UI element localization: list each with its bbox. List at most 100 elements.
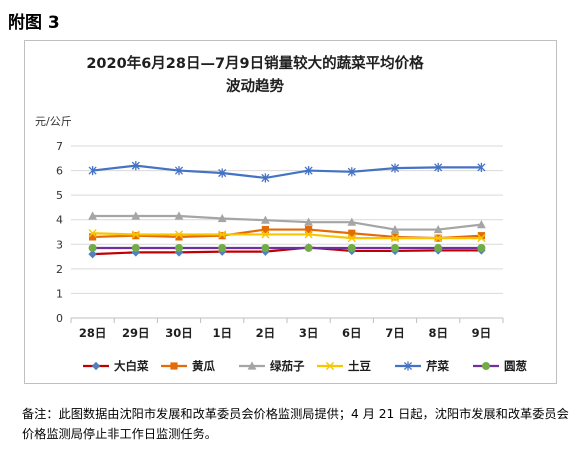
- x-tick-label: 2日: [256, 326, 276, 340]
- data-point: [261, 230, 270, 239]
- x-tick-label: 29日: [122, 326, 150, 340]
- legend-label: 圆葱: [504, 359, 527, 373]
- data-point: [131, 161, 140, 171]
- data-point-stroke: [325, 361, 335, 371]
- data-point: [88, 211, 97, 220]
- data-point: [403, 361, 413, 371]
- data-point: [477, 232, 485, 240]
- legend-item: 黄瓜: [161, 359, 215, 373]
- legend-label: 土豆: [348, 359, 371, 373]
- data-point: [391, 233, 399, 241]
- x-tick-label: 9日: [472, 326, 492, 340]
- legend-item: 圆葱: [473, 359, 527, 373]
- data-point: [261, 243, 270, 252]
- data-point-stroke: [304, 230, 313, 239]
- data-point: [131, 243, 140, 252]
- y-tick-label: 4: [56, 214, 63, 227]
- data-point: [347, 167, 356, 177]
- x-tick-label: 28日: [79, 326, 107, 340]
- legend-label: 绿茄子: [270, 359, 305, 373]
- series-line: [92, 214, 482, 231]
- legend-item: 芹菜: [395, 359, 449, 373]
- data-point: [247, 361, 257, 370]
- data-point: [434, 234, 443, 243]
- data-point: [348, 229, 356, 237]
- data-point: [482, 362, 490, 370]
- series-line: [92, 164, 482, 180]
- chart-title-line2: 波动趋势: [226, 77, 284, 95]
- data-point-stroke: [131, 230, 140, 239]
- legend-item: 土豆: [317, 359, 371, 373]
- data-point: [218, 230, 227, 239]
- data-point: [261, 173, 270, 183]
- data-point: [88, 243, 97, 252]
- data-point-stroke: [434, 234, 443, 243]
- data-point: [347, 234, 356, 243]
- y-tick-label: 7: [56, 140, 63, 153]
- series-line: [92, 232, 482, 240]
- y-axis-unit-label: 元/公斤: [35, 115, 72, 128]
- data-point: [433, 224, 443, 234]
- data-point: [390, 234, 400, 243]
- data-point-stroke: [261, 230, 270, 239]
- y-tick-label: 5: [56, 189, 63, 202]
- data-point: [477, 234, 486, 243]
- y-tick-label: 0: [56, 312, 63, 325]
- data-point: [325, 361, 335, 371]
- data-point: [304, 243, 313, 252]
- x-tick-label: 3日: [299, 326, 319, 340]
- series-绿茄子: [88, 211, 486, 234]
- data-point: [131, 211, 141, 220]
- data-point: [218, 168, 227, 178]
- series-土豆: [88, 229, 486, 243]
- x-tick-label: 30日: [165, 326, 193, 340]
- data-point: [131, 230, 140, 239]
- y-tick-label: 3: [56, 238, 63, 251]
- data-point: [304, 165, 313, 176]
- data-point: [217, 213, 227, 223]
- data-point: [477, 243, 486, 252]
- line-chart: 2020年6月28日—7月9日销量较大的蔬菜平均价格 波动趋势 元/公斤 0 1 2…: [35, 54, 527, 373]
- data-point: [170, 362, 178, 370]
- series-line: [92, 246, 482, 256]
- data-point: [91, 361, 101, 371]
- series-大白菜: [88, 243, 486, 259]
- figure-label: 附图 3: [8, 13, 60, 33]
- legend-label: 芹菜: [426, 359, 449, 373]
- data-point: [390, 163, 400, 173]
- legend-item: 绿茄子: [239, 359, 305, 373]
- footnote: 备注：此图数据由沈阳市发展和改革委员会价格监测局提供；4 月 21 日起，沈阳市…: [22, 407, 569, 441]
- data-point: [261, 215, 270, 224]
- data-point: [218, 243, 227, 252]
- legend-item: 大白菜: [83, 359, 149, 373]
- data-point: [391, 243, 399, 252]
- legend-label: 黄瓜: [192, 359, 215, 373]
- data-point: [174, 211, 184, 220]
- data-point: [174, 165, 184, 176]
- legend-label: 大白菜: [114, 359, 149, 373]
- data-point: [347, 243, 356, 252]
- y-tick-label: 2: [56, 263, 63, 276]
- data-point: [477, 162, 486, 172]
- data-point: [261, 225, 269, 234]
- data-point-stroke: [88, 229, 97, 238]
- data-point: [175, 243, 183, 252]
- y-tick-label: 6: [56, 165, 63, 178]
- series-圆葱: [88, 243, 486, 252]
- x-tick-label: 1日: [212, 326, 232, 340]
- data-point: [434, 162, 443, 172]
- data-point: [88, 229, 97, 238]
- data-point: [304, 230, 313, 239]
- data-point: [305, 225, 313, 234]
- chart-container: 2020年6月28日—7月9日销量较大的蔬菜平均价格 波动趋势 元/公斤 0 1 2…: [24, 40, 557, 384]
- data-point-stroke: [174, 230, 184, 239]
- data-point: [304, 217, 313, 226]
- data-point: [174, 230, 184, 239]
- data-point: [347, 217, 357, 226]
- data-point: [88, 165, 97, 176]
- series-芹菜: [88, 161, 486, 183]
- data-point: [175, 233, 183, 241]
- x-tick-label: 8日: [428, 326, 448, 340]
- x-tick-label: 7日: [385, 326, 405, 340]
- data-point: [434, 243, 443, 252]
